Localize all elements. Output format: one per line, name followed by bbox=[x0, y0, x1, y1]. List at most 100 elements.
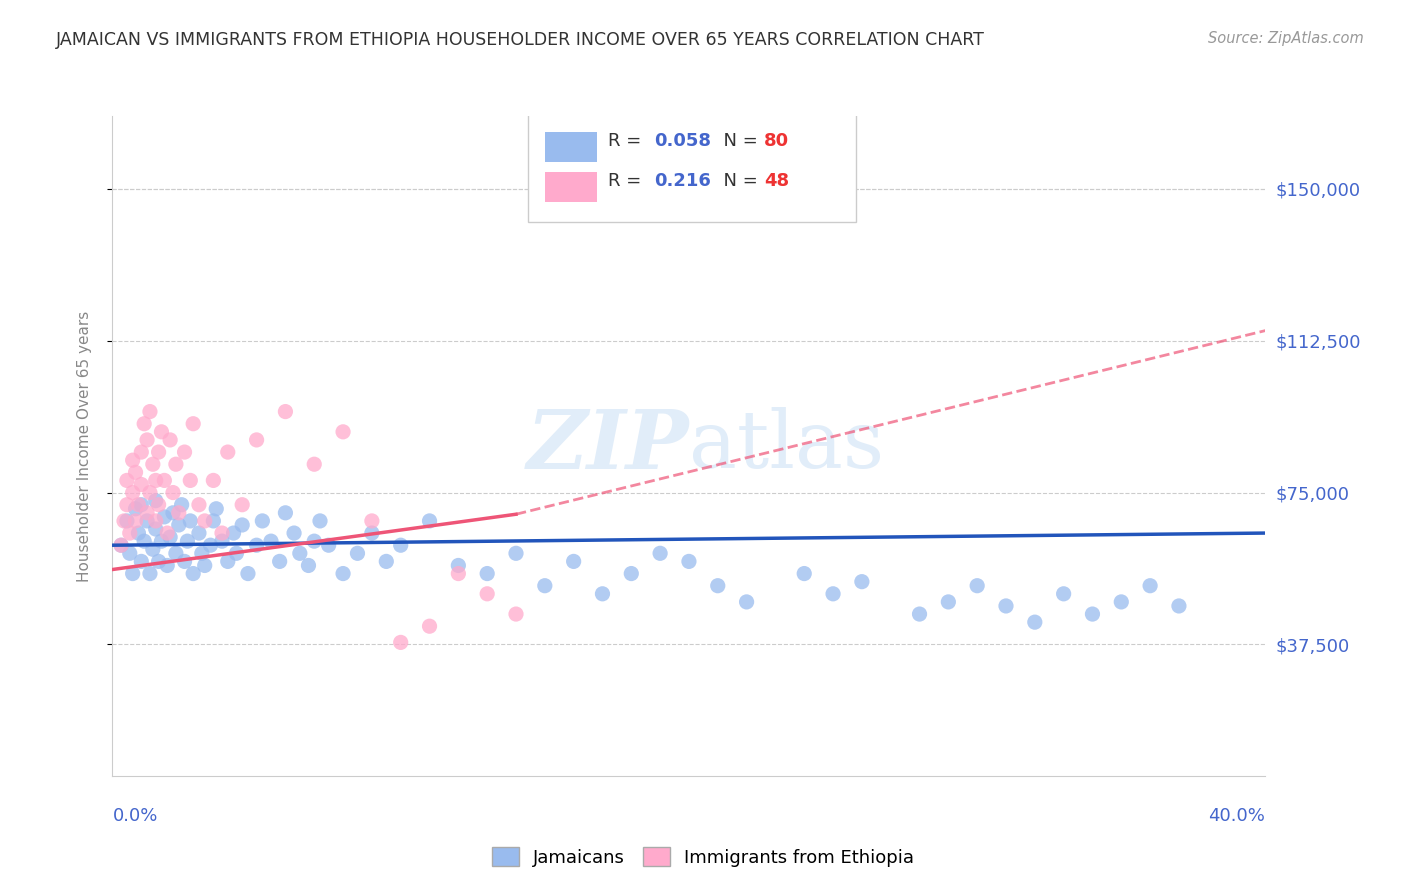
Point bbox=[252, 514, 274, 528]
Point bbox=[162, 506, 184, 520]
Point bbox=[360, 526, 382, 541]
Text: 0.058: 0.058 bbox=[654, 133, 711, 151]
FancyBboxPatch shape bbox=[527, 112, 856, 221]
Point bbox=[202, 474, 225, 488]
Point bbox=[110, 538, 132, 552]
Text: R =: R = bbox=[609, 133, 647, 151]
Point bbox=[118, 546, 141, 560]
Point bbox=[129, 498, 153, 512]
Point bbox=[1111, 595, 1133, 609]
Point bbox=[245, 538, 267, 552]
Point bbox=[346, 546, 368, 560]
Text: JAMAICAN VS IMMIGRANTS FROM ETHIOPIA HOUSEHOLDER INCOME OVER 65 YEARS CORRELATIO: JAMAICAN VS IMMIGRANTS FROM ETHIOPIA HOU… bbox=[56, 31, 986, 49]
Point bbox=[389, 538, 412, 552]
Point bbox=[115, 514, 138, 528]
Text: 40.0%: 40.0% bbox=[1209, 807, 1265, 825]
Point bbox=[142, 457, 165, 471]
Point bbox=[124, 466, 146, 480]
Legend: Jamaicans, Immigrants from Ethiopia: Jamaicans, Immigrants from Ethiopia bbox=[484, 840, 922, 874]
Point bbox=[332, 566, 354, 581]
Point bbox=[231, 498, 253, 512]
Point bbox=[194, 514, 217, 528]
Point bbox=[136, 433, 159, 447]
Point bbox=[145, 493, 167, 508]
Point bbox=[139, 566, 162, 581]
Point bbox=[194, 558, 217, 573]
Point bbox=[165, 546, 187, 560]
Point bbox=[217, 554, 239, 568]
Point bbox=[170, 498, 193, 512]
Point bbox=[127, 498, 149, 512]
Point bbox=[145, 474, 167, 488]
Point bbox=[260, 534, 283, 549]
Point bbox=[129, 477, 153, 491]
Point bbox=[200, 538, 222, 552]
Point bbox=[136, 514, 159, 528]
Point bbox=[225, 546, 247, 560]
Point bbox=[139, 404, 162, 418]
Point bbox=[124, 501, 146, 516]
Point bbox=[191, 546, 214, 560]
Point bbox=[145, 514, 167, 528]
Point bbox=[181, 566, 204, 581]
Point bbox=[179, 514, 201, 528]
Point bbox=[966, 579, 988, 593]
Point bbox=[274, 506, 297, 520]
Point bbox=[447, 558, 470, 573]
Point bbox=[142, 542, 165, 557]
Point bbox=[304, 534, 326, 549]
Point bbox=[110, 538, 132, 552]
Point bbox=[121, 453, 143, 467]
Text: 48: 48 bbox=[763, 172, 789, 190]
Point bbox=[793, 566, 815, 581]
Point bbox=[129, 554, 153, 568]
Point bbox=[153, 474, 176, 488]
Point bbox=[936, 595, 959, 609]
Point bbox=[136, 506, 159, 520]
Point bbox=[148, 554, 170, 568]
Point bbox=[205, 501, 228, 516]
Point bbox=[360, 514, 382, 528]
Point bbox=[188, 526, 211, 541]
Text: 0.216: 0.216 bbox=[654, 172, 711, 190]
Point bbox=[129, 445, 153, 459]
Point bbox=[332, 425, 354, 439]
Point bbox=[505, 546, 527, 560]
Text: Source: ZipAtlas.com: Source: ZipAtlas.com bbox=[1208, 31, 1364, 46]
Point bbox=[134, 417, 156, 431]
Text: N =: N = bbox=[711, 172, 763, 190]
Point bbox=[159, 433, 181, 447]
Point bbox=[150, 534, 173, 549]
Text: 0.0%: 0.0% bbox=[112, 807, 157, 825]
Text: N =: N = bbox=[711, 133, 763, 151]
Point bbox=[162, 485, 184, 500]
Point bbox=[145, 522, 167, 536]
Point bbox=[562, 554, 585, 568]
Point bbox=[217, 445, 239, 459]
Point bbox=[173, 554, 195, 568]
Point bbox=[211, 526, 233, 541]
Point bbox=[156, 526, 179, 541]
Point bbox=[908, 607, 931, 621]
FancyBboxPatch shape bbox=[544, 133, 596, 162]
Point bbox=[475, 587, 498, 601]
Point bbox=[134, 534, 156, 549]
Point bbox=[156, 558, 179, 573]
Point bbox=[735, 595, 758, 609]
Point bbox=[1139, 579, 1161, 593]
Point bbox=[165, 457, 187, 471]
Text: ZIP: ZIP bbox=[526, 406, 689, 486]
Point bbox=[304, 457, 326, 471]
Point bbox=[148, 445, 170, 459]
Point bbox=[245, 433, 267, 447]
Point bbox=[127, 526, 149, 541]
Point bbox=[309, 514, 332, 528]
Point bbox=[821, 587, 844, 601]
Point bbox=[389, 635, 412, 649]
Point bbox=[202, 514, 225, 528]
Point bbox=[124, 514, 146, 528]
Point bbox=[121, 485, 143, 500]
Point bbox=[139, 485, 162, 500]
Point bbox=[1024, 615, 1046, 629]
Point bbox=[179, 474, 201, 488]
